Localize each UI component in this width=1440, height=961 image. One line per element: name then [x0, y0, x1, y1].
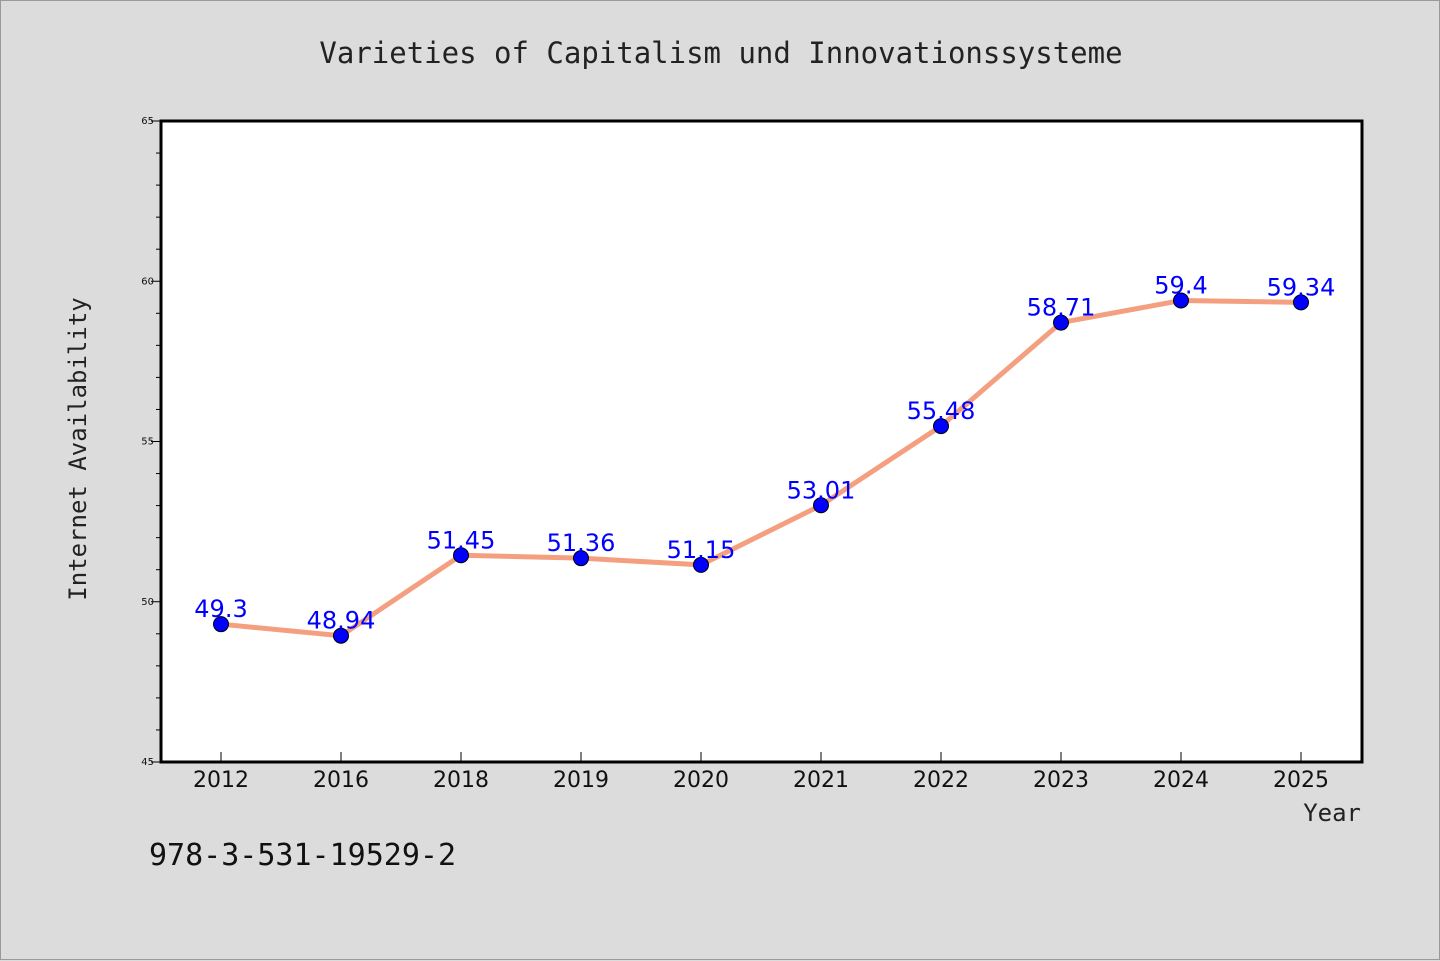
data-label: 59.4 — [1154, 271, 1207, 299]
y-tick-label: 60 — [141, 276, 154, 287]
y-axis-label: Internet Availability — [64, 297, 92, 600]
y-axis-ticks: 45 50 55 60 65 — [141, 116, 161, 768]
data-labels: 49.3 48.94 51.45 51.36 51.15 53.01 55.48 58.71 5… — [194, 271, 1335, 634]
data-label: 51.45 — [427, 526, 496, 554]
x-tick-label: 2024 — [1153, 768, 1209, 793]
data-label: 55.48 — [907, 397, 976, 425]
series-line-group — [218, 297, 1304, 639]
x-tick-label: 2018 — [433, 768, 489, 793]
data-markers — [213, 292, 1309, 644]
plot-area — [159, 119, 1364, 764]
y-tick-label: 50 — [141, 597, 154, 608]
x-tick-label: 2023 — [1033, 768, 1089, 793]
data-point — [213, 616, 229, 633]
footnote-isbn: 978-3-531-19529-2 — [149, 838, 456, 873]
y-tick-label: 65 — [141, 116, 154, 127]
x-tick-label: 2016 — [313, 768, 369, 793]
data-point — [333, 627, 349, 644]
data-label: 51.15 — [667, 536, 736, 564]
data-point — [813, 497, 829, 514]
data-point — [933, 418, 949, 435]
data-point — [1173, 292, 1189, 309]
data-label: 48.94 — [307, 607, 376, 635]
x-tick-label: 2025 — [1273, 768, 1329, 793]
data-point — [693, 556, 709, 573]
y-tick-label: 45 — [141, 757, 154, 768]
x-axis-ticks: 2012 2016 2018 2019 2020 2021 2022 2023 2024 2025 — [193, 752, 1329, 793]
x-tick-label: 2019 — [553, 768, 609, 793]
data-label: 58.71 — [1027, 294, 1096, 322]
x-axis-label: Year — [1303, 799, 1361, 827]
y-tick-label: 55 — [141, 437, 154, 448]
data-point — [1293, 294, 1309, 311]
data-point — [1053, 314, 1069, 331]
data-point — [573, 550, 589, 567]
x-tick-label: 2022 — [913, 768, 969, 793]
data-point — [453, 547, 469, 564]
chart-title: Varieties of Capitalism und Innovationss… — [319, 36, 1122, 70]
data-label: 49.3 — [194, 595, 247, 623]
data-label: 53.01 — [787, 476, 856, 504]
x-tick-label: 2012 — [193, 768, 249, 793]
x-tick-label: 2020 — [673, 768, 729, 793]
x-tick-label: 2021 — [793, 768, 849, 793]
data-label: 59.34 — [1267, 273, 1336, 301]
series-line — [218, 297, 1304, 639]
data-label: 51.36 — [547, 529, 616, 557]
